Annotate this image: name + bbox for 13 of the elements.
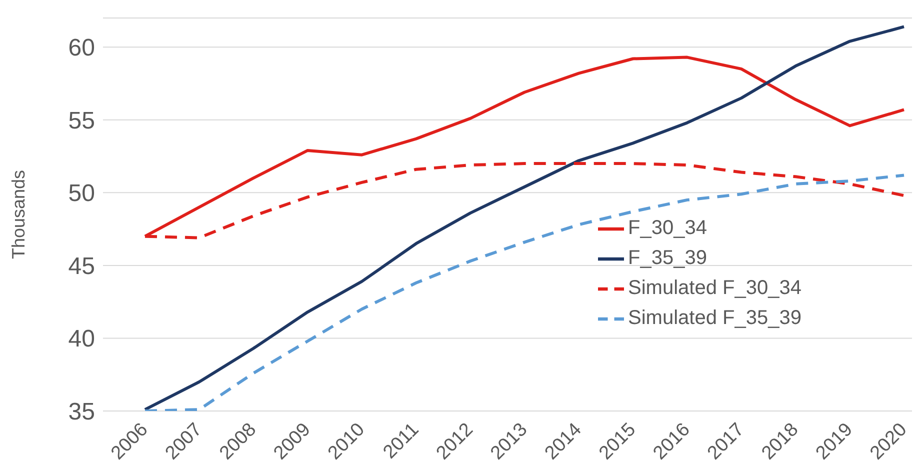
y-axis-title: Thousands xyxy=(8,170,28,260)
line-series xyxy=(144,25,906,411)
y-tick-label: 45 xyxy=(68,252,95,280)
legend-label: F_30_34 xyxy=(628,217,707,239)
legend-label: Simulated F_30_34 xyxy=(628,277,802,299)
legend-label: F_35_39 xyxy=(628,247,707,269)
legend-label: Simulated F_35_39 xyxy=(628,307,802,329)
y-tick-label: 40 xyxy=(68,326,95,353)
y-tick-label: 60 xyxy=(68,34,95,62)
y-tick-label: 50 xyxy=(68,180,95,208)
y-tick-label: 55 xyxy=(68,107,95,134)
line-series xyxy=(144,174,906,411)
y-tick-label: 35 xyxy=(68,398,95,426)
